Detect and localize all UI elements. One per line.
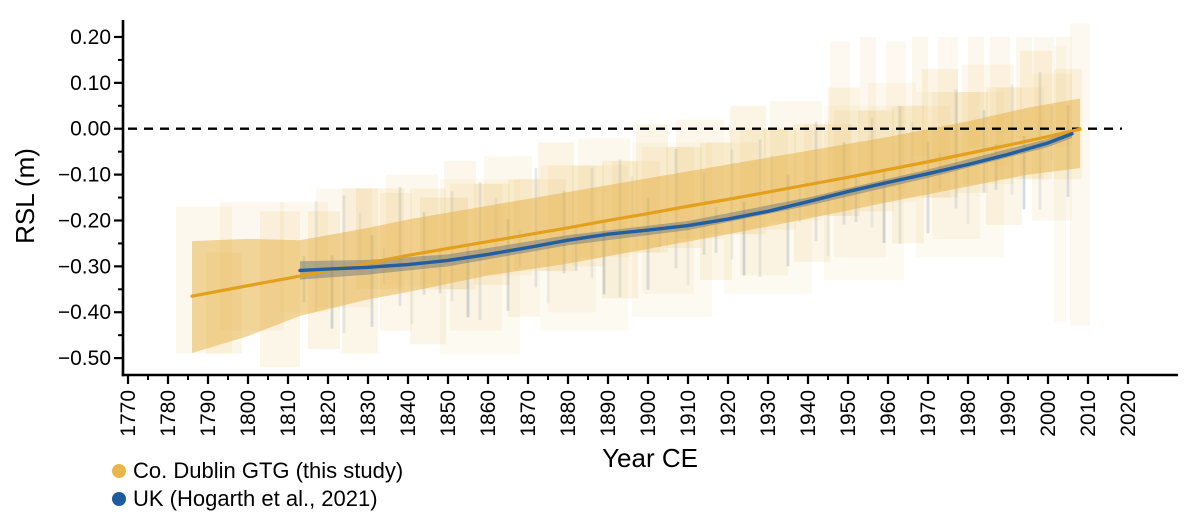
tide-gauge-bar bbox=[602, 220, 606, 295]
tide-gauge-bar bbox=[546, 239, 550, 304]
y-tick-label: −0.50 bbox=[58, 347, 111, 370]
y-tick-label: −0.10 bbox=[58, 164, 111, 187]
x-tick-label: 1770 bbox=[117, 390, 140, 437]
x-tick-label: 1930 bbox=[757, 390, 780, 437]
y-tick-label: 0.20 bbox=[70, 26, 111, 49]
x-tick-label: 1980 bbox=[957, 390, 980, 437]
x-tick-label: 1780 bbox=[157, 390, 180, 437]
x-tick-label: 1870 bbox=[517, 390, 540, 437]
legend-item-uk: UK (Hogarth et al., 2021) bbox=[112, 485, 403, 513]
x-tick-label: 1940 bbox=[797, 390, 820, 437]
x-axis-title: Year CE bbox=[602, 443, 698, 473]
x-tick-label: 1820 bbox=[317, 390, 340, 437]
x-tick-label: 1840 bbox=[397, 390, 420, 437]
legend-label-uk: UK (Hogarth et al., 2021) bbox=[133, 486, 378, 511]
x-tick-label: 1990 bbox=[997, 390, 1020, 437]
x-tick-label: 1830 bbox=[357, 390, 380, 437]
y-tick-label: −0.20 bbox=[58, 209, 111, 232]
x-tick-label: 2020 bbox=[1117, 390, 1140, 437]
dublin-series-dot-icon bbox=[112, 464, 126, 478]
x-tick-label: 1900 bbox=[637, 390, 660, 437]
tide-gauge-bar bbox=[966, 159, 970, 225]
uncertainty-bands-layer bbox=[192, 98, 1080, 354]
x-tick-label: 1880 bbox=[557, 390, 580, 437]
x-tick-label: 1960 bbox=[877, 390, 900, 437]
tide-gauge-bar bbox=[826, 192, 830, 257]
x-tick-label: 1850 bbox=[437, 390, 460, 437]
tide-gauge-bar bbox=[686, 220, 690, 286]
y-axis-title: RSL (m) bbox=[10, 148, 40, 244]
x-tick-label: 1910 bbox=[677, 390, 700, 437]
uk-series-dot-icon bbox=[112, 492, 126, 506]
tide-gauge-bar bbox=[882, 169, 886, 243]
trend-lines-layer bbox=[190, 127, 1082, 298]
y-tick-label: −0.30 bbox=[58, 255, 111, 278]
x-tick-label: 1790 bbox=[197, 390, 220, 437]
y-tick-label: 0.10 bbox=[70, 72, 111, 95]
x-tick-label: 2010 bbox=[1077, 390, 1100, 437]
legend-item-dublin: Co. Dublin GTG (this study) bbox=[112, 457, 403, 485]
x-tick-label: 1800 bbox=[237, 390, 260, 437]
tide-gauge-bar bbox=[466, 243, 470, 318]
x-tick-label: 1970 bbox=[917, 390, 940, 437]
x-tick-label: 1920 bbox=[717, 390, 740, 437]
x-tick-label: 1860 bbox=[477, 390, 500, 437]
tick-labels-layer: 0.20 0.10 0.00 −0.10 −0.20 −0.30 −0.40 −0.50 177… bbox=[58, 26, 1140, 437]
uk-hogarth-trend-line bbox=[298, 132, 1074, 273]
y-tick-label: −0.40 bbox=[58, 301, 111, 324]
tide-gauge-bar bbox=[742, 202, 746, 276]
uk-uncertainty-band bbox=[300, 129, 1072, 280]
y-tick-label: 0.00 bbox=[70, 118, 111, 141]
x-tick-label: 1810 bbox=[277, 390, 300, 437]
proxy-data-box bbox=[912, 36, 928, 157]
proxy-data-box bbox=[1054, 46, 1066, 322]
x-tick-label: 1890 bbox=[597, 390, 620, 437]
x-tick-label: 1950 bbox=[837, 390, 860, 437]
x-tick-label: 2000 bbox=[1037, 390, 1060, 437]
dublin-uncertainty-band bbox=[192, 98, 1080, 354]
tide-gauge-bar bbox=[410, 259, 414, 325]
axes-layer bbox=[114, 20, 1178, 384]
proxy-data-box bbox=[1070, 23, 1090, 326]
legend: Co. Dublin GTG (this study) UK (Hogarth … bbox=[112, 457, 403, 513]
dublin-gtg-trend-line bbox=[190, 127, 1082, 298]
legend-label-dublin: Co. Dublin GTG (this study) bbox=[133, 458, 404, 483]
